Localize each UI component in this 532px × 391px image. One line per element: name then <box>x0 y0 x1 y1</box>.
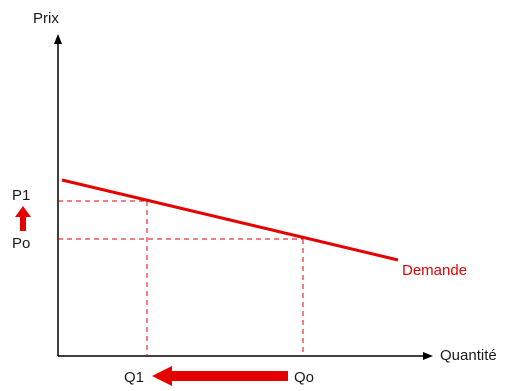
demand-curve-label: Demande <box>402 262 468 279</box>
q1-label: Q1 <box>124 369 145 386</box>
x-axis-label: Quantité <box>440 347 497 364</box>
arrow-up-icon <box>15 206 31 231</box>
y-axis-label: Prix <box>33 10 59 27</box>
y-axis-arrowhead <box>54 34 62 44</box>
arrow-left-icon <box>152 366 288 386</box>
p1-label: P1 <box>12 187 31 204</box>
p0-label: Po <box>12 235 31 252</box>
x-axis-arrowhead <box>423 352 433 360</box>
q0-label: Qo <box>294 369 315 386</box>
demand-curve <box>61 178 399 262</box>
